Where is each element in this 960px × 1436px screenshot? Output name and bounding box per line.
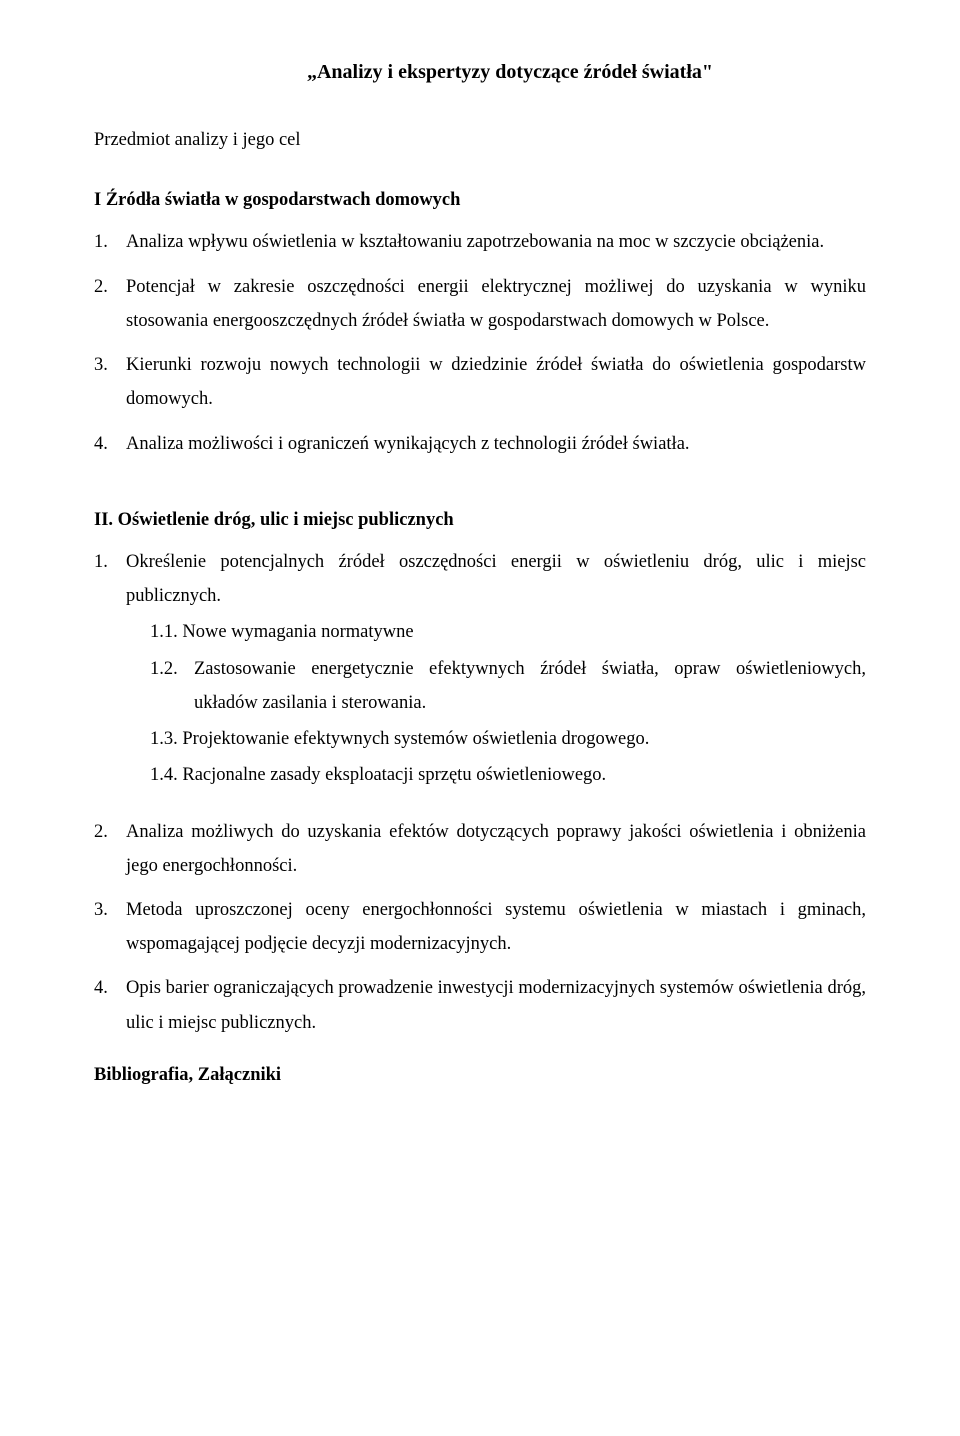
subitem-text: Nowe wymagania normatywne — [182, 622, 413, 642]
item-number: 3. — [94, 893, 126, 961]
item-text: Potencjał w zakresie oszczędności energi… — [126, 270, 866, 338]
subitem-number: 1.4. — [150, 765, 178, 785]
sublist-item: 1.4. Racjonalne zasady eksploatacji sprz… — [150, 758, 866, 792]
list-item: 4. Opis barier ograniczających prowadzen… — [94, 971, 866, 1039]
subitem-number: 1.1. — [150, 622, 178, 642]
item-text: Kierunki rozwoju nowych technologii w dz… — [126, 348, 866, 416]
item-text: Określenie potencjalnych źródeł oszczędn… — [126, 545, 866, 613]
sublist-item: 1.1. Nowe wymagania normatywne — [150, 615, 866, 649]
item-number: 4. — [94, 427, 126, 461]
item-text: Analiza możliwych do uzyskania efektów d… — [126, 815, 866, 883]
subitem-text: Racjonalne zasady eksploatacji sprzętu o… — [182, 765, 606, 785]
list-item: 3. Metoda uproszczonej oceny energochłon… — [94, 893, 866, 961]
document-title: „Analizy i ekspertyzy dotyczące źródeł ś… — [94, 54, 866, 91]
section-2-heading: II. Oświetlenie dróg, ulic i miejsc publ… — [94, 503, 866, 537]
section-2-sublist: 1.1. Nowe wymagania normatywne 1.2. Zast… — [150, 615, 866, 792]
section-1-heading: I Źródła światła w gospodarstwach domowy… — [94, 183, 866, 217]
subitem-text: Zastosowanie energetycznie efektywnych ź… — [194, 652, 866, 720]
item-number: 1. — [94, 545, 126, 613]
item-number: 4. — [94, 971, 126, 1039]
list-item: 1. Analiza wpływu oświetlenia w kształto… — [94, 225, 866, 259]
section-1-list: 1. Analiza wpływu oświetlenia w kształto… — [94, 225, 866, 460]
sublist-item: 1.3. Projektowanie efektywnych systemów … — [150, 722, 866, 756]
subject-label: Przedmiot analizy i jego cel — [94, 123, 866, 157]
section-2-list: 1. Określenie potencjalnych źródeł oszcz… — [94, 545, 866, 1040]
sublist-item: 1.2. Zastosowanie energetycznie efektywn… — [150, 652, 866, 720]
item-number: 2. — [94, 270, 126, 338]
item-text: Opis barier ograniczających prowadzenie … — [126, 971, 866, 1039]
subitem-text: Projektowanie efektywnych systemów oświe… — [182, 729, 649, 749]
list-item: 2. Potencjał w zakresie oszczędności ene… — [94, 270, 866, 338]
item-number: 2. — [94, 815, 126, 883]
list-item: 4. Analiza możliwości i ograniczeń wynik… — [94, 427, 866, 461]
item-text: Analiza wpływu oświetlenia w kształtowan… — [126, 225, 866, 259]
item-number: 1. — [94, 225, 126, 259]
item-text: Metoda uproszczonej oceny energochłonnoś… — [126, 893, 866, 961]
list-item: 3. Kierunki rozwoju nowych technologii w… — [94, 348, 866, 416]
list-item: 2. Analiza możliwych do uzyskania efektó… — [94, 815, 866, 883]
item-text: Analiza możliwości i ograniczeń wynikają… — [126, 427, 866, 461]
subitem-number: 1.3. — [150, 729, 178, 749]
subitem-number: 1.2. — [150, 652, 194, 720]
bibliography-label: Bibliografia, Załączniki — [94, 1058, 866, 1092]
item-number: 3. — [94, 348, 126, 416]
list-item: 1. Określenie potencjalnych źródeł oszcz… — [94, 545, 866, 613]
